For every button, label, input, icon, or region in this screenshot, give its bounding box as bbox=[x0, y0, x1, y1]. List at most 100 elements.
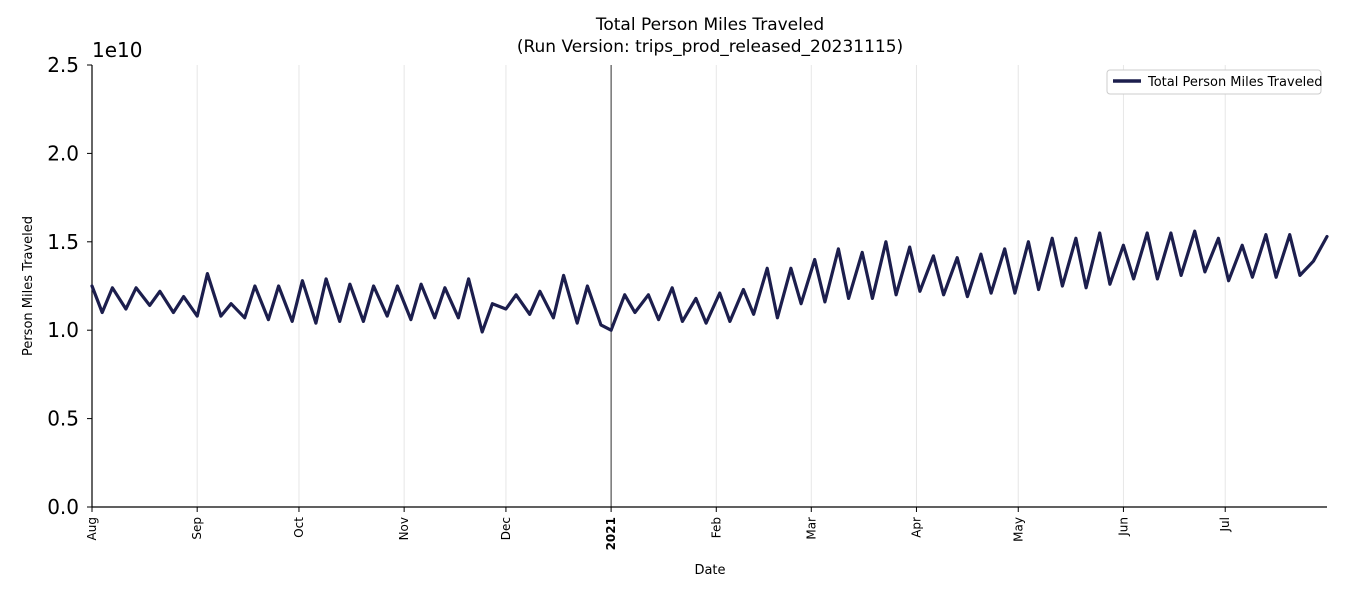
data-point bbox=[729, 320, 731, 323]
data-point bbox=[1061, 285, 1064, 287]
legend-label: Total Person Miles Traveled bbox=[1147, 75, 1323, 90]
x-tick-label: Mar bbox=[804, 517, 818, 540]
x-tick-label: Jul bbox=[1218, 517, 1232, 532]
data-point bbox=[752, 313, 755, 316]
data-point bbox=[1085, 287, 1087, 289]
data-point bbox=[433, 317, 436, 319]
data-point bbox=[420, 283, 422, 286]
y-tick-label: 0.5 bbox=[47, 407, 79, 431]
data-point bbox=[254, 285, 256, 287]
data-point bbox=[800, 302, 802, 305]
data-point bbox=[1312, 260, 1315, 263]
data-point bbox=[1109, 283, 1111, 286]
data-point bbox=[657, 318, 660, 321]
data-point bbox=[325, 278, 327, 280]
y-tick-label: 0.0 bbox=[47, 495, 79, 519]
data-point bbox=[1227, 279, 1230, 282]
data-point bbox=[444, 287, 446, 289]
data-point bbox=[966, 295, 969, 298]
data-point bbox=[457, 317, 460, 319]
data-point bbox=[125, 308, 127, 310]
data-point bbox=[230, 302, 232, 305]
data-point bbox=[647, 294, 650, 296]
data-point bbox=[338, 320, 341, 323]
data-point bbox=[1170, 232, 1172, 234]
data-point bbox=[1193, 230, 1196, 232]
x-tick-label: Jun bbox=[1116, 517, 1130, 537]
x-tick-label: Apr bbox=[909, 517, 923, 538]
data-point bbox=[148, 304, 151, 307]
data-point bbox=[91, 285, 93, 287]
data-point bbox=[315, 322, 317, 324]
data-point bbox=[552, 317, 555, 319]
data-point bbox=[681, 320, 684, 323]
data-point bbox=[111, 287, 114, 289]
data-point bbox=[813, 258, 816, 261]
data-point bbox=[847, 297, 850, 300]
data-point bbox=[172, 311, 175, 314]
data-point bbox=[539, 290, 541, 293]
data-point bbox=[1217, 237, 1220, 240]
data-point bbox=[1241, 244, 1243, 247]
chart-subtitle: (Run Version: trips_prod_released_202311… bbox=[517, 37, 903, 57]
x-tick-label: 2021 bbox=[604, 517, 618, 550]
y-axis-label: Person Miles Traveled bbox=[21, 216, 36, 356]
data-point bbox=[1288, 233, 1291, 236]
data-point bbox=[101, 311, 103, 314]
data-point bbox=[1098, 232, 1101, 234]
data-point bbox=[695, 297, 697, 300]
data-point bbox=[515, 294, 517, 296]
x-tick-label: Oct bbox=[292, 517, 306, 538]
vertical-grid bbox=[91, 65, 1226, 507]
data-point bbox=[576, 322, 578, 324]
data-point bbox=[718, 292, 721, 294]
x-tick-label: Sep bbox=[190, 517, 204, 540]
data-point bbox=[1180, 274, 1182, 277]
x-tick-label: Dec bbox=[499, 517, 513, 540]
data-point bbox=[505, 308, 507, 310]
data-point bbox=[491, 302, 494, 305]
data-point bbox=[932, 255, 935, 257]
data-point bbox=[790, 267, 792, 270]
y-axis: 0.0 0.5 1.0 1.5 2.0 2.5 bbox=[47, 53, 93, 519]
data-point bbox=[1251, 276, 1254, 279]
data-point bbox=[196, 315, 198, 317]
data-point bbox=[372, 285, 375, 287]
data-point bbox=[481, 331, 484, 333]
data-point bbox=[206, 272, 209, 275]
series-line bbox=[90, 229, 1329, 334]
data-point bbox=[1132, 278, 1135, 280]
x-tick-label: May bbox=[1011, 517, 1025, 542]
x-axis-label: Date bbox=[694, 563, 725, 578]
data-point bbox=[386, 315, 389, 317]
data-point bbox=[980, 253, 982, 255]
data-point bbox=[1075, 237, 1077, 240]
data-point bbox=[871, 297, 874, 300]
x-tick-label: Aug bbox=[85, 517, 99, 540]
data-point bbox=[919, 290, 921, 293]
data-point bbox=[1003, 248, 1006, 250]
data-point bbox=[671, 287, 673, 289]
data-point bbox=[277, 285, 280, 287]
x-tick-label: Feb bbox=[709, 517, 723, 538]
data-point bbox=[956, 256, 958, 259]
data-point bbox=[301, 279, 304, 282]
x-axis: Aug Sep Oct Nov Dec 2021 Feb Mar Apr May Jun Jul bbox=[85, 506, 1327, 550]
data-point bbox=[362, 320, 365, 323]
legend: Total Person Miles Traveled bbox=[1106, 69, 1323, 95]
data-point bbox=[396, 285, 399, 287]
data-point bbox=[1146, 232, 1148, 234]
data-point bbox=[1265, 233, 1267, 236]
data-point bbox=[610, 329, 612, 332]
data-point bbox=[600, 324, 602, 326]
data-point bbox=[623, 294, 626, 296]
y-tick-label: 2.0 bbox=[47, 141, 79, 165]
data-point bbox=[1204, 271, 1206, 273]
series-layer bbox=[90, 229, 1329, 334]
legend-box bbox=[1106, 69, 1322, 95]
data-point bbox=[586, 285, 589, 287]
data-point bbox=[1027, 241, 1030, 243]
y-tick-label: 1.0 bbox=[47, 318, 79, 342]
data-point bbox=[634, 311, 636, 314]
